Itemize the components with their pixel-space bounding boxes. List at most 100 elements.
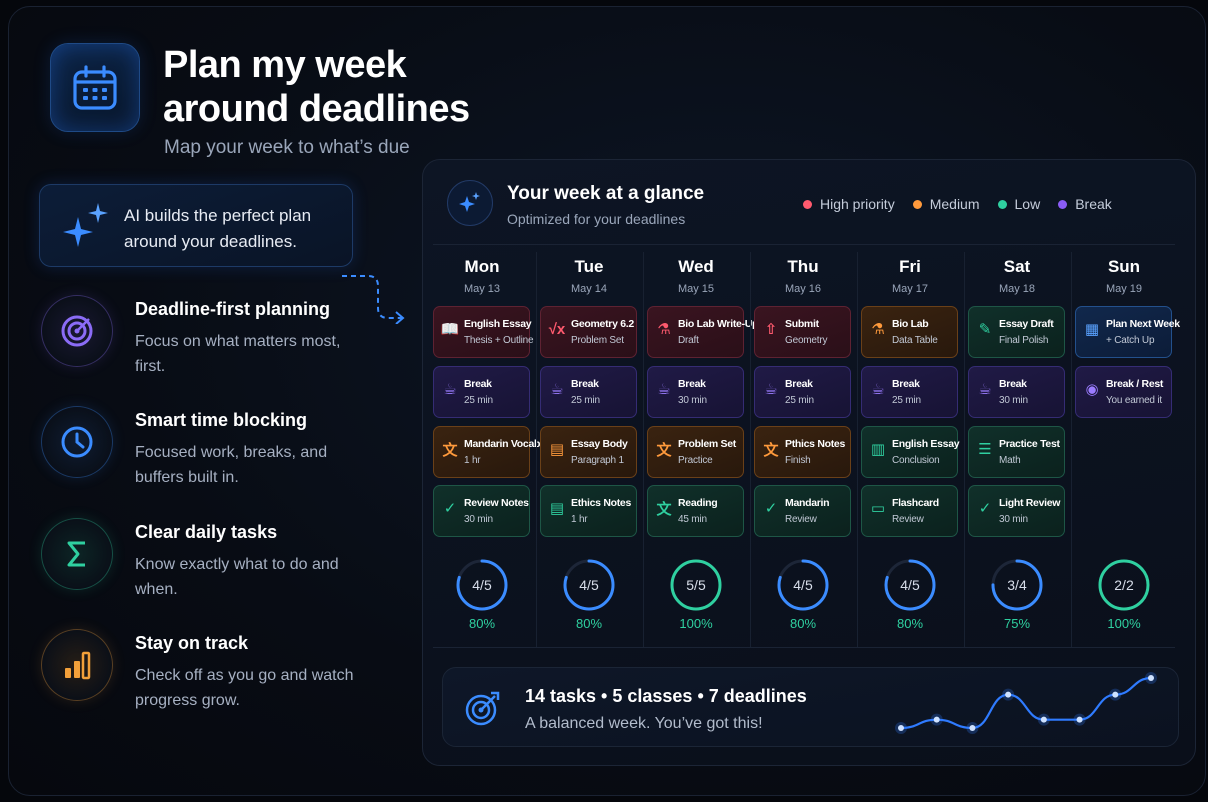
- day-name: Mon: [464, 257, 500, 276]
- task-detail: 45 min: [678, 514, 707, 525]
- app-frame: Plan my week around deadlines Map your w…: [8, 6, 1206, 796]
- task-title: Break / Rest: [1106, 378, 1164, 390]
- progress-count: 4/5: [900, 577, 920, 593]
- task-title: Light Review: [999, 497, 1061, 509]
- task-detail: Finish: [785, 455, 811, 466]
- task-card[interactable]: ▤ Ethics Notes 1 hr: [540, 485, 637, 537]
- check-circle-icon: ✓: [443, 500, 457, 517]
- task-card[interactable]: 文 Mandarin Vocab 1 hr: [433, 426, 540, 478]
- task-title: Problem Set: [678, 438, 736, 450]
- task-card[interactable]: ☕ Break 25 min: [754, 366, 851, 418]
- coffee-icon: ☕: [550, 381, 564, 398]
- task-detail: Thesis + Outline: [464, 335, 534, 346]
- task-detail: Practice: [678, 455, 713, 466]
- day-date: May 19: [1105, 283, 1143, 295]
- task-detail: Review: [785, 514, 817, 525]
- coffee-icon: ☕: [443, 381, 457, 398]
- clock-icon: [41, 406, 113, 478]
- sparkle-icon: [447, 180, 493, 226]
- feature-item: Clear daily tasks Know exactly what to do…: [41, 518, 381, 598]
- progress-count: 5/5: [686, 577, 706, 593]
- task-card[interactable]: ☕ Break 25 min: [861, 366, 958, 418]
- task-title: Submit: [785, 318, 819, 330]
- translate-icon: 文: [656, 500, 672, 518]
- task-title: English Essay: [464, 318, 532, 330]
- title-line-1: Plan my week: [163, 44, 407, 86]
- legend-dot: [803, 199, 812, 209]
- task-detail: + Catch Up: [1106, 335, 1155, 346]
- legend-dot: [1058, 199, 1068, 209]
- progress-percent: 80%: [468, 616, 496, 631]
- task-detail: 25 min: [785, 395, 814, 406]
- task-card[interactable]: ☕ Break 25 min: [433, 366, 530, 418]
- task-card[interactable]: ☕ Break 25 min: [540, 366, 637, 418]
- flashcard-icon: ▭: [870, 500, 886, 517]
- task-card[interactable]: ☕ Break 30 min: [647, 366, 744, 418]
- task-title: Bio Lab: [892, 318, 929, 330]
- panel-subtitle: Optimized for your deadlines: [507, 211, 686, 227]
- feature-item: Stay on track Check off as you go and wat…: [41, 629, 381, 709]
- bullseye-icon: [465, 690, 501, 731]
- task-card[interactable]: 📖 English Essay Thesis + Outline: [433, 306, 534, 358]
- book-icon: 📖: [440, 321, 460, 338]
- progress-count: 2/2: [1114, 577, 1134, 593]
- task-card[interactable]: ⇧ Submit Geometry: [754, 306, 851, 358]
- task-card[interactable]: ✓ Review Notes 30 min: [433, 485, 530, 537]
- task-detail: Geometry: [785, 335, 828, 346]
- feature-title: Smart time blocking: [135, 410, 308, 430]
- legend-label: Low: [1014, 196, 1041, 212]
- summary-subtitle: A balanced week. You’ve got this!: [525, 715, 763, 732]
- trend-point: [933, 716, 940, 723]
- book-icon: ▥: [870, 441, 886, 458]
- trend-point: [969, 725, 976, 731]
- task-card[interactable]: 文 Problem Set Practice: [647, 426, 744, 478]
- task-card[interactable]: ✓ Mandarin Review: [754, 485, 851, 537]
- progress-count: 3/4: [1007, 577, 1027, 593]
- task-card[interactable]: ▦ Plan Next Week + Catch Up: [1075, 306, 1180, 358]
- legend-label: High priority: [820, 196, 895, 212]
- task-card[interactable]: √x Geometry 6.2 Problem Set: [540, 306, 637, 358]
- task-card[interactable]: ☕ Break 30 min: [968, 366, 1065, 418]
- progress-percent: 80%: [789, 616, 817, 631]
- progress-ring-graphic: [456, 559, 508, 611]
- progress-ring: 4/5: [775, 557, 831, 613]
- feature-title: Stay on track: [135, 633, 249, 653]
- task-card[interactable]: ✓ Light Review 30 min: [968, 485, 1065, 537]
- translate-icon: 文: [656, 441, 672, 459]
- progress-count: 4/5: [579, 577, 599, 593]
- legend-item: Medium: [912, 196, 980, 212]
- task-title: Break: [464, 378, 492, 390]
- task-card[interactable]: ▤ Essay Body Paragraph 1: [540, 426, 637, 478]
- feature-description: Focused work, breaks, and buffers built …: [135, 444, 328, 486]
- page-subtitle: Map your week to what’s due: [164, 137, 410, 158]
- progress-ring: 2/2: [1096, 557, 1152, 613]
- task-card[interactable]: ▥ English Essay Conclusion: [861, 426, 960, 478]
- progress-ring-graphic: [777, 559, 829, 611]
- day-date: May 17: [891, 283, 929, 295]
- task-detail: 1 hr: [571, 514, 588, 525]
- task-card[interactable]: ◉ Break / Rest You earned it: [1075, 366, 1172, 418]
- ring-fill: [670, 559, 722, 611]
- legend-item: High priority: [803, 196, 895, 212]
- task-card[interactable]: 文 Reading 45 min: [647, 485, 744, 537]
- feature-description: Know exactly what to do and when.: [135, 556, 339, 598]
- task-card[interactable]: ⚗ Bio Lab Data Table: [861, 306, 958, 358]
- task-card[interactable]: ☰ Practice Test Math: [968, 426, 1065, 478]
- task-detail: Problem Set: [571, 335, 624, 346]
- day-date: May 18: [998, 283, 1036, 295]
- feature-description: Focus on what matters most, first.: [135, 333, 341, 375]
- day-name: Fri: [899, 257, 921, 276]
- ai-card-line-1: AI builds the perfect plan: [124, 206, 312, 225]
- sigma-icon: [41, 518, 113, 590]
- task-detail: Conclusion: [892, 455, 940, 466]
- task-title: Essay Body: [571, 438, 628, 450]
- task-detail: Math: [999, 455, 1021, 466]
- task-card[interactable]: ⚗ Bio Lab Write-Up Draft: [647, 306, 758, 358]
- task-title: Break: [571, 378, 599, 390]
- flask-icon: ⚗: [871, 321, 885, 338]
- trend-sparkline: [895, 672, 1157, 734]
- task-card[interactable]: ✎ Essay Draft Final Polish: [968, 306, 1065, 358]
- task-card[interactable]: ▭ Flashcard Review: [861, 485, 958, 537]
- column-divider: [1071, 252, 1072, 648]
- task-card[interactable]: 文 Pthics Notes Finish: [754, 426, 851, 478]
